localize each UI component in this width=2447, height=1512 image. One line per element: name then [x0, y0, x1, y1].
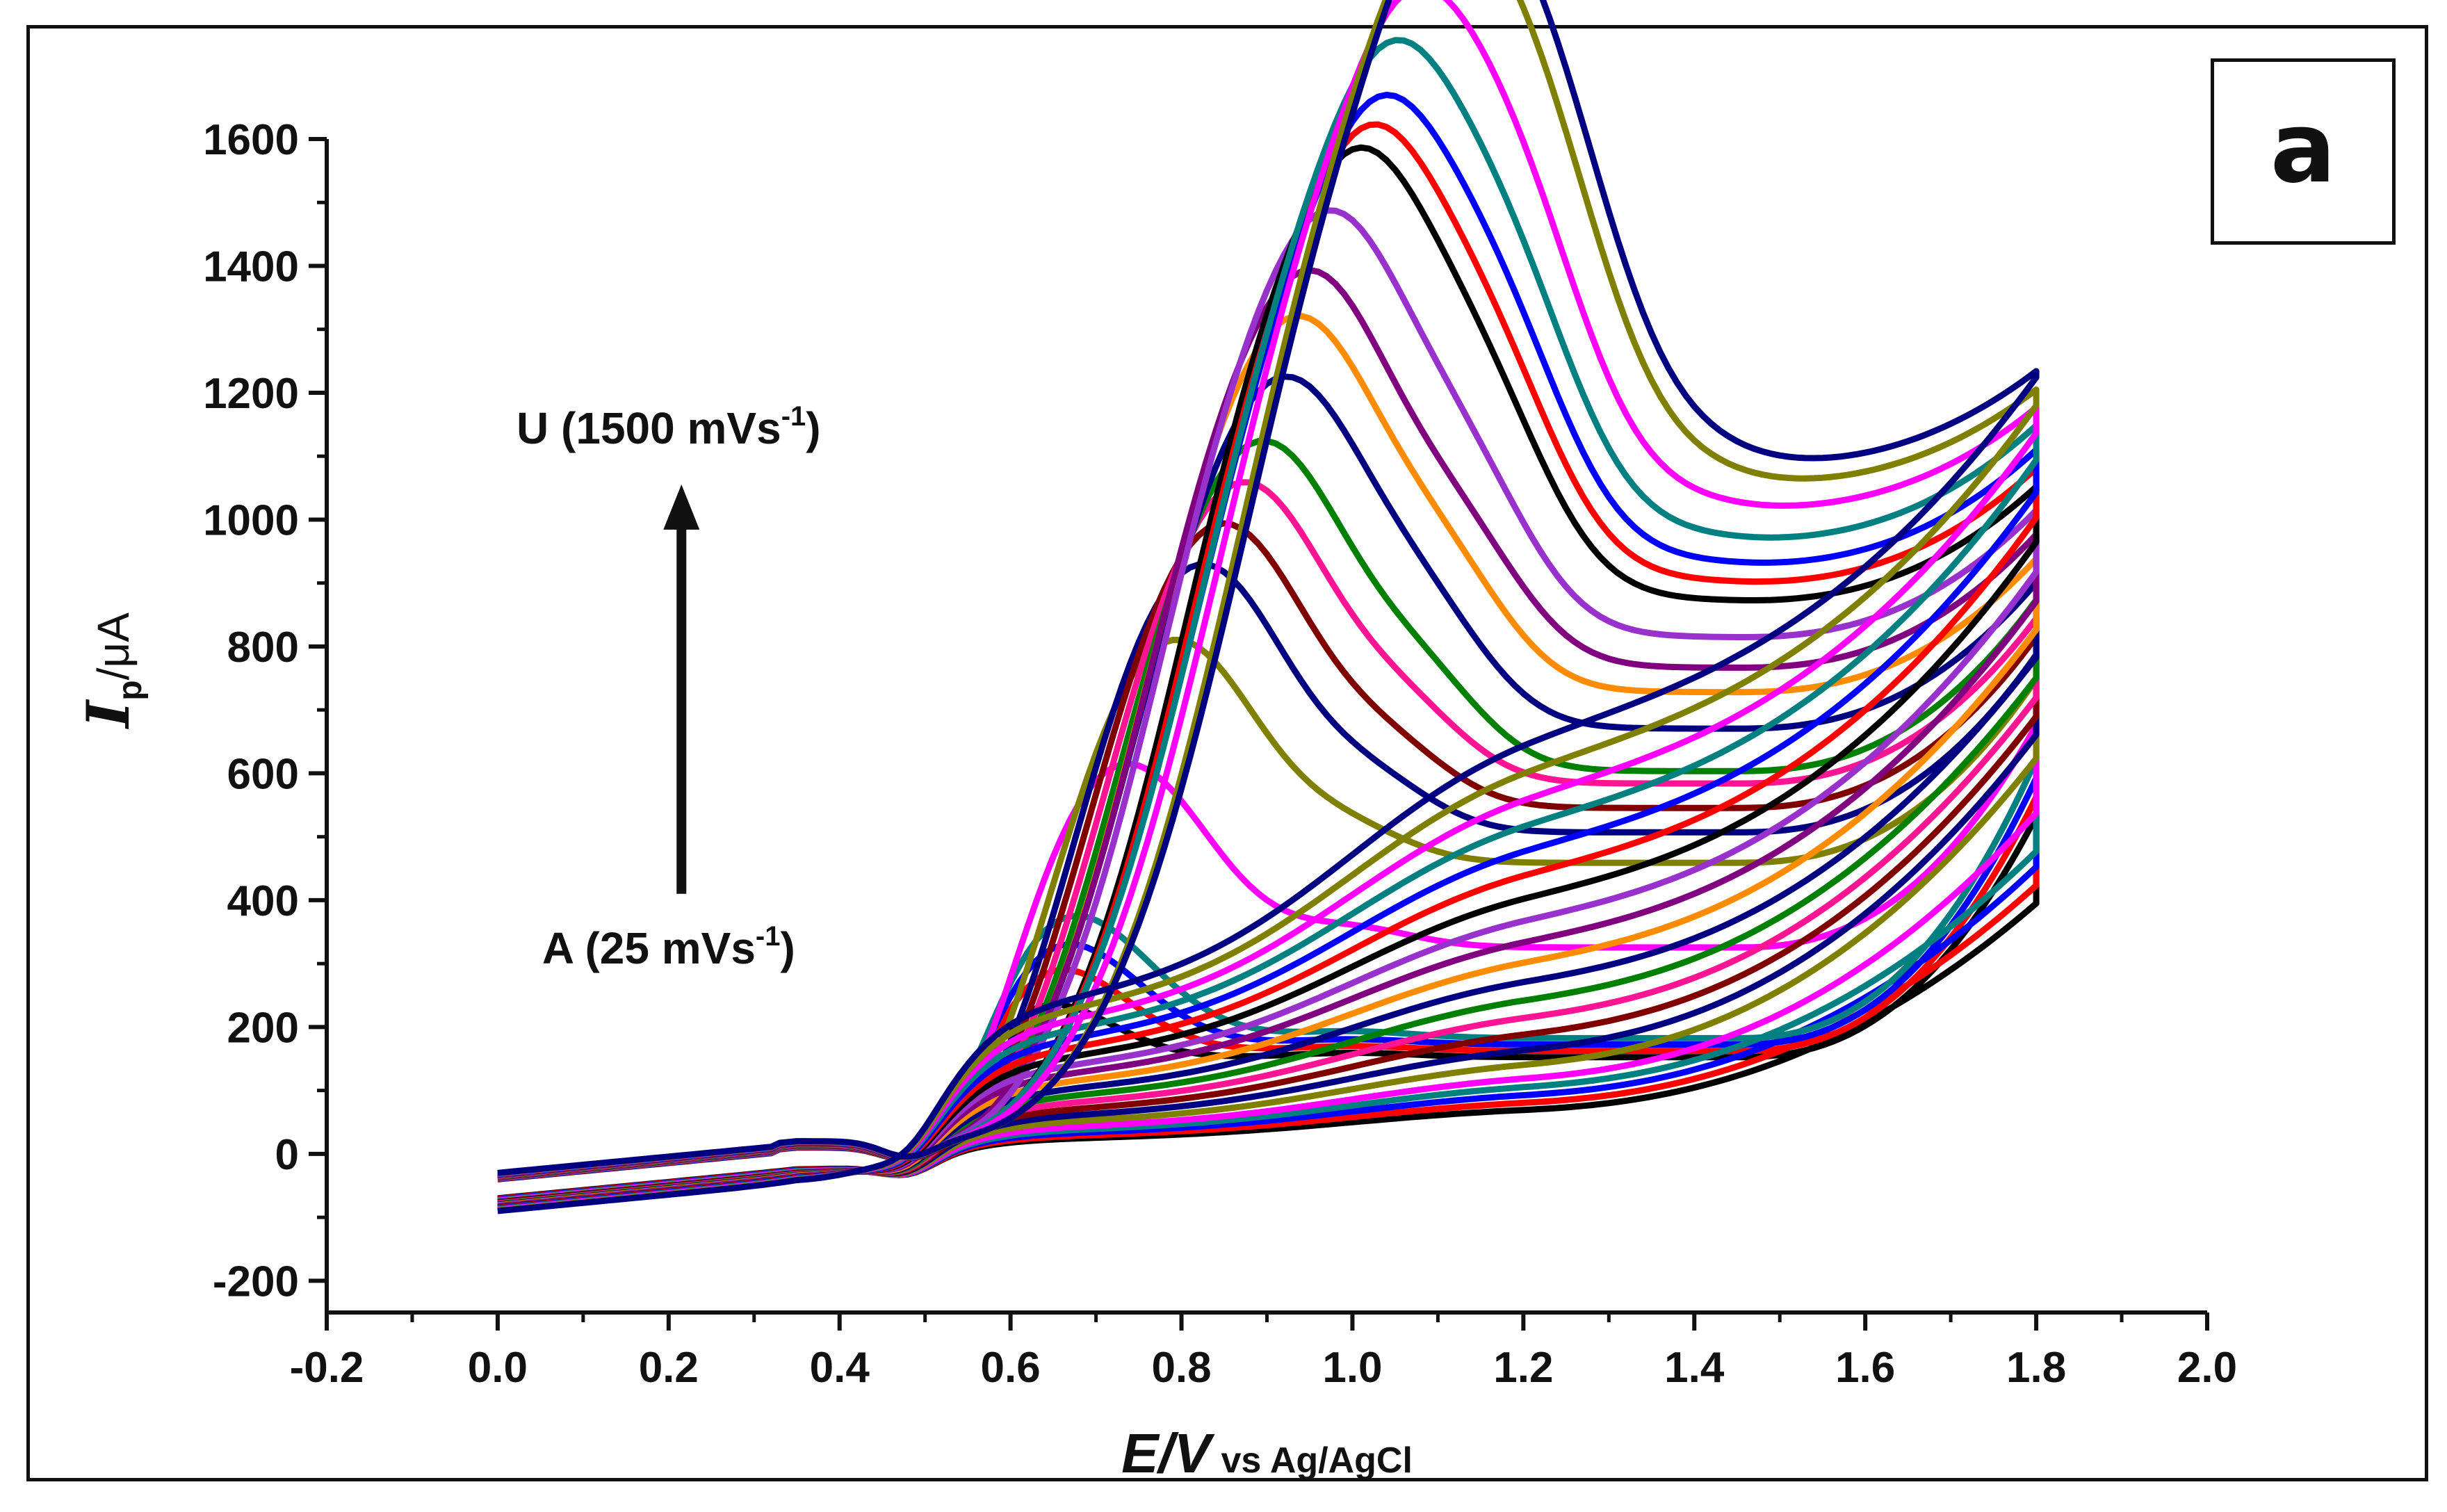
cv-curve-2	[497, 774, 2040, 1203]
y-tick-label: 600	[227, 750, 299, 798]
cv-curve-4	[497, 722, 2040, 1204]
y-tick-label: 400	[227, 877, 299, 925]
scan-rate-arrow-head	[663, 484, 700, 530]
panel-label: a	[2270, 92, 2336, 205]
ticks: -200 0 200 400 600 800 1000 1200 1400 1600 -0.2 0.0…	[203, 116, 2237, 1392]
x-tick-label: 1.2	[1493, 1344, 1553, 1392]
x-tick-label: 1.0	[1322, 1344, 1382, 1392]
y-axis-title: Ip/μA	[74, 612, 149, 729]
annotations: U (1500 mVs-1) A (25 mVs-1)	[517, 401, 821, 973]
panel-label-box: a	[2211, 58, 2396, 245]
annotation-top-scan-rate: U (1500 mVs-1)	[517, 401, 821, 453]
x-tick-label: 0.6	[981, 1344, 1041, 1392]
y-tick-label: 1600	[203, 116, 299, 164]
cv-curve-17	[497, 37, 2040, 1212]
x-tick-label: -0.2	[290, 1344, 364, 1392]
y-tick-label: 200	[227, 1004, 299, 1052]
y-tick-label: 0	[275, 1131, 299, 1179]
x-tick-label: 0.8	[1151, 1344, 1211, 1392]
x-tick-label: 2.0	[2177, 1344, 2237, 1392]
annotation-bottom-scan-rate: A (25 mVs-1)	[542, 921, 795, 973]
x-tick-label: 1.4	[1664, 1344, 1725, 1392]
x-tick-label: 0.2	[639, 1344, 699, 1392]
x-tick-label: 1.8	[2006, 1344, 2066, 1392]
y-tick-label: 1200	[203, 370, 299, 418]
y-tick-label: 1400	[203, 243, 299, 291]
x-tick-label: 0.4	[810, 1344, 870, 1392]
axis-titles: E/V vs Ag/AgCl Ip/μA	[74, 612, 1413, 1484]
y-tick-label: 1000	[203, 496, 299, 544]
cv-curve-18	[497, 0, 2040, 1213]
cv-curve-20	[497, 0, 2040, 1214]
cv-curve-10	[497, 373, 2040, 1208]
figure-frame	[26, 25, 2428, 1481]
x-tick-label: 1.6	[1835, 1344, 1895, 1392]
y-tick-label: -200	[213, 1258, 299, 1306]
series-layer	[497, 0, 2040, 1214]
y-tick-label: 800	[227, 624, 299, 672]
x-tick-label: 0.0	[468, 1344, 528, 1392]
x-axis-title: E/V vs Ag/AgCl	[1121, 1422, 1413, 1484]
